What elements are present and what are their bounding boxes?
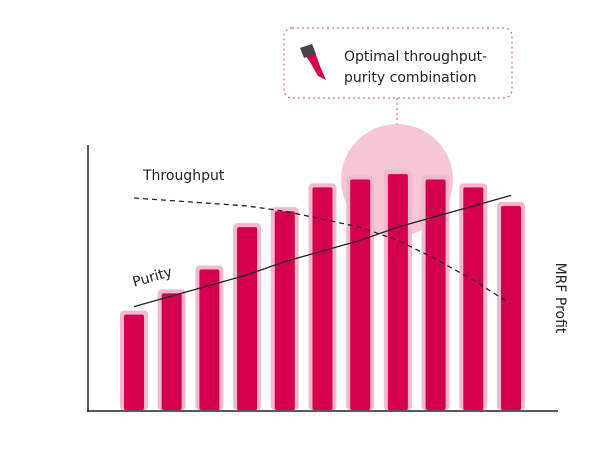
bar — [425, 179, 446, 410]
series-line — [133, 194, 512, 308]
bar — [199, 269, 220, 410]
annotation-box — [283, 27, 513, 99]
bar — [463, 187, 484, 410]
annotation-line: Optimal throughput- — [344, 49, 487, 65]
bar — [312, 187, 333, 410]
bar — [124, 314, 144, 410]
annotation-line: purity combination — [344, 70, 477, 86]
series-line — [133, 197, 512, 305]
series-label: Purity — [131, 264, 174, 291]
series-label: Throughput — [142, 168, 225, 184]
bar — [387, 174, 408, 410]
bar — [501, 205, 521, 410]
bar — [237, 227, 258, 410]
annotation-icon — [300, 44, 326, 80]
bar — [350, 179, 371, 410]
y-axis-label: MRF Profit — [552, 263, 568, 334]
bar — [161, 293, 182, 410]
bar — [274, 211, 295, 410]
